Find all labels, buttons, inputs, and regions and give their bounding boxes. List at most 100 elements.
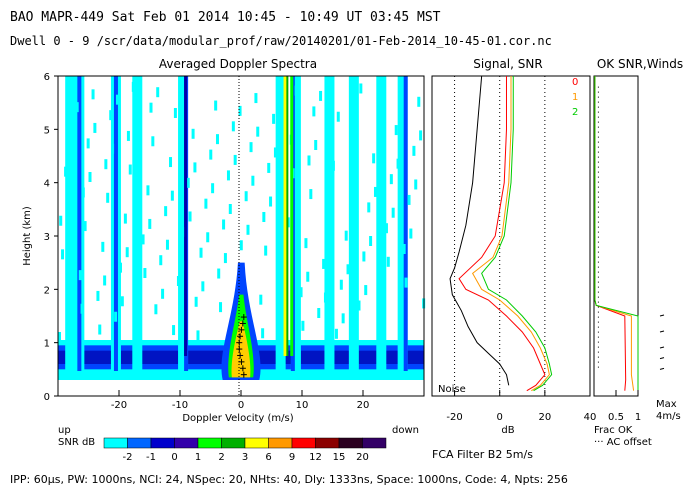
noise-speckle	[123, 213, 127, 224]
noise-speckle	[314, 140, 318, 150]
noise-speckle	[215, 134, 219, 145]
colorbar-tick-label: 3	[242, 452, 248, 463]
noise-speckle	[412, 145, 416, 156]
colorbar-tick-label: 1	[195, 452, 201, 463]
header-line-1: BAO MAPR-449 Sat Feb 01 2014 10:45 - 10:…	[10, 10, 441, 25]
noise-speckle	[126, 130, 130, 141]
x-tick-label: 10	[296, 400, 309, 411]
x-tick-label: 20	[357, 400, 370, 411]
noise-speckle	[111, 143, 115, 154]
noise-speckle	[269, 196, 273, 207]
noise-speckle	[256, 126, 260, 137]
noise-speckle	[196, 330, 200, 341]
noise-speckle	[86, 138, 90, 149]
snr-series-0	[458, 76, 546, 392]
noise-speckle	[91, 89, 95, 100]
noise-speckle	[296, 119, 300, 130]
noise-speckle	[103, 275, 107, 286]
snr-panel: Signal, SNR -20 0 20 40 0 1 2 Noise dB	[431, 57, 596, 436]
noise-speckle	[178, 309, 182, 320]
wind-barb	[659, 330, 665, 333]
noise-speckle	[402, 244, 406, 254]
colorbar-swatch	[103, 437, 128, 449]
noise-speckle	[164, 206, 168, 217]
noise-speckle	[96, 290, 100, 301]
y-tick-label: 5	[44, 125, 50, 136]
noise-speckle	[80, 303, 84, 314]
noise-speckle	[148, 218, 152, 229]
colorbar-swatch	[315, 437, 340, 449]
colorbar-up-label: up	[58, 425, 71, 436]
colorbar-swatch	[127, 437, 152, 449]
noise-speckle	[278, 98, 282, 109]
noise-speckle	[327, 209, 331, 220]
fca-filter-label: FCA Filter B2 5m/s	[432, 448, 533, 461]
noise-speckle	[115, 94, 119, 105]
noise-speckle	[339, 279, 343, 290]
noise-speckle	[246, 224, 250, 235]
footer-params: IPP: 60µs, PW: 1000ns, NCI: 24, NSpec: 2…	[10, 473, 568, 486]
noise-speckle	[377, 104, 381, 115]
noise-speckle	[276, 315, 280, 326]
colorbar-tick-label: -1	[146, 452, 156, 463]
y-tick-label: 0	[44, 392, 50, 403]
noise-speckle	[312, 106, 316, 117]
noise-speckle	[149, 102, 153, 113]
noise-speckle	[138, 317, 142, 328]
noise-speckle	[317, 308, 321, 318]
noise-speckle	[394, 125, 398, 136]
noise-speckle	[299, 287, 303, 298]
noise-speckle	[93, 122, 97, 133]
noise-speckle	[191, 128, 195, 139]
noise-speckle	[58, 332, 61, 342]
wind-barb	[659, 314, 665, 317]
noise-speckle	[231, 121, 235, 132]
noise-speckle	[244, 191, 248, 202]
cyan-column	[275, 76, 286, 371]
noise-speckle	[384, 223, 388, 234]
snr-x-tick-label: -20	[446, 412, 462, 423]
noise-speckle	[306, 271, 310, 282]
cyan-column	[132, 76, 143, 371]
noise-speckle	[373, 186, 377, 197]
noise-speckle	[417, 96, 421, 107]
noise-speckle	[120, 296, 124, 307]
snr-series-1	[471, 76, 550, 392]
ok-x-tick-label: 1	[635, 412, 641, 423]
noise-speckle	[73, 319, 77, 330]
blue-column	[403, 76, 408, 371]
noise-speckle	[357, 300, 361, 311]
ok-xlabel: Frac OK	[594, 425, 633, 436]
noise-speckle	[407, 194, 411, 205]
noise-speckle	[331, 160, 335, 171]
noise-speckle	[114, 311, 118, 322]
ok-x-tick-label: 0.5	[608, 412, 624, 423]
noise-speckle	[219, 302, 223, 313]
noise-speckle	[319, 90, 323, 101]
noise-speckle	[156, 87, 160, 98]
cyan-column	[65, 76, 76, 371]
noise-speckle	[209, 149, 213, 160]
noise-speckle	[262, 212, 266, 222]
spectra-heatmap	[58, 76, 426, 380]
colorbar-down-label: down	[392, 425, 419, 436]
noise-speckle	[131, 81, 135, 92]
noise-speckle	[254, 93, 258, 104]
noise-speckle	[119, 262, 122, 273]
colorbar-title: SNR dB	[58, 437, 95, 448]
noise-speckle	[323, 292, 327, 303]
signal-column-green2	[290, 76, 294, 356]
noise-speckle	[322, 258, 326, 269]
cyan-column	[290, 76, 301, 371]
noise-speckle	[281, 266, 285, 277]
ok-panel: OK SNR,Winds 0.5 1 Frac OK ··· AC offset …	[593, 57, 683, 448]
noise-speckle	[249, 142, 253, 153]
noise-speckle	[351, 215, 355, 226]
signal-column-navy	[184, 76, 188, 356]
snr-x-tick-label: 0	[497, 412, 503, 423]
noise-speckle	[98, 324, 102, 335]
noise-speckle	[78, 270, 82, 281]
legend-0: 0	[572, 77, 578, 88]
colorbar-swatch	[174, 437, 199, 449]
noise-speckle	[304, 238, 308, 249]
